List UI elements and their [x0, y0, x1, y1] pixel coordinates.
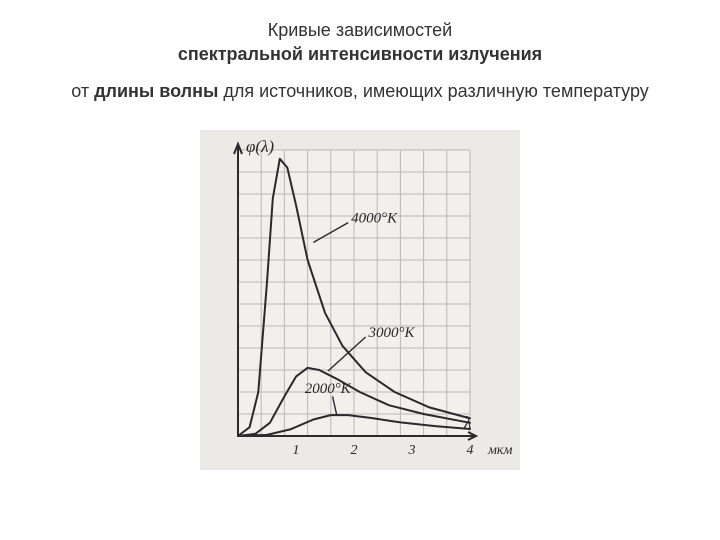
title-line-1: Кривые зависимостей — [0, 18, 720, 42]
x-axis-label: λ — [463, 413, 471, 432]
spectral-intensity-chart: 4000°K 3000°K 2000°K 1 2 3 4 мкм φ(λ) λ — [200, 130, 520, 470]
y-axis-label: φ(λ) — [246, 137, 274, 156]
series-label-4000K: 4000°K — [351, 210, 398, 226]
chart-container: 4000°K 3000°K 2000°K 1 2 3 4 мкм φ(λ) λ — [0, 130, 720, 470]
subtitle-prefix: от — [71, 81, 94, 101]
x-unit-label: мкм — [487, 443, 512, 458]
x-tick-1: 1 — [293, 443, 300, 458]
subtitle-bold: длины волны — [94, 81, 218, 101]
x-tick-4: 4 — [467, 443, 474, 458]
title-line-2: спектральной интенсивности излучения — [0, 42, 720, 66]
x-tick-3: 3 — [408, 443, 416, 458]
series-label-2000K: 2000°K — [305, 381, 352, 397]
x-tick-2: 2 — [351, 443, 358, 458]
series-label-3000K: 3000°K — [368, 325, 416, 341]
subtitle: от длины волны для источников, имеющих р… — [0, 81, 720, 102]
title-block: Кривые зависимостей спектральной интенси… — [0, 18, 720, 67]
subtitle-suffix: для источников, имеющих различную темпер… — [218, 81, 648, 101]
